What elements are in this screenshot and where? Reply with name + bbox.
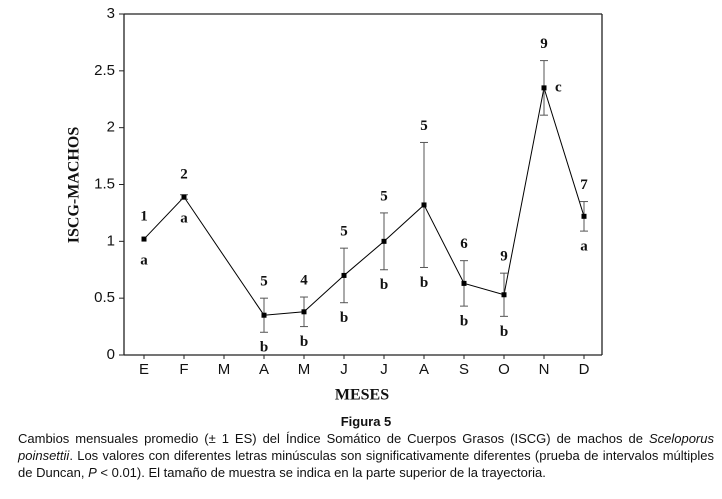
caption: Figura 5 Cambios mensuales promedio (± 1…: [18, 413, 714, 481]
data-point: [141, 236, 147, 242]
caption-text: Cambios mensuales promedio (± 1 ES) del …: [18, 431, 649, 446]
sample-size: 1: [140, 208, 148, 224]
sample-size: 9: [540, 36, 548, 52]
x-tick-label: E: [139, 361, 149, 378]
x-tick-label: N: [539, 361, 550, 378]
data-point: [581, 213, 587, 219]
significance-letter: b: [300, 334, 308, 350]
y-tick-label: 0: [107, 346, 115, 363]
x-tick-label: J: [340, 361, 348, 378]
data-point: [261, 312, 267, 318]
caption-title: Figura 5: [340, 414, 392, 429]
data-point: [421, 202, 427, 208]
significance-letter: b: [500, 324, 508, 340]
x-tick-label: J: [380, 361, 388, 378]
y-tick-label: 1.5: [94, 175, 115, 192]
data-point: [501, 292, 507, 298]
x-tick-label: F: [179, 361, 188, 378]
significance-letter: a: [580, 239, 588, 255]
significance-letter: b: [340, 310, 348, 326]
significance-letter: b: [380, 277, 388, 293]
data-line: [143, 87, 585, 316]
y-tick-label: 0.5: [94, 289, 115, 306]
data-point: [381, 238, 387, 244]
caption-text: < 0.01). El tamaño de muestra se indica …: [96, 465, 546, 480]
caption-text: Sceloporus poinsettii: [18, 431, 714, 463]
x-tick-label: A: [259, 361, 269, 378]
x-tick-label: M: [298, 361, 311, 378]
x-tick-label: D: [579, 361, 590, 378]
y-tick-label: 1: [107, 232, 115, 249]
data-point: [461, 280, 467, 286]
y-tick-label: 2: [107, 119, 115, 136]
significance-letter: c: [555, 79, 562, 95]
sample-size: 5: [260, 274, 268, 290]
sample-size: 5: [380, 188, 388, 204]
sample-size: 6: [460, 236, 468, 252]
x-tick-label: M: [218, 361, 231, 378]
caption-text: . Los valores con diferentes letras minú…: [18, 448, 714, 480]
chart: MESES ISCG-MACHOS 0 0.5 1 1.5 2 2.5 3 E F M A M J J A S…: [66, 5, 603, 404]
x-tick-label: S: [459, 361, 469, 378]
y-tick-label: 3: [107, 5, 115, 22]
x-tick-label: A: [419, 361, 429, 378]
sample-size: 5: [420, 118, 428, 134]
caption-body: Cambios mensuales promedio (± 1 ES) del …: [18, 430, 714, 481]
significance-letter: b: [260, 340, 268, 356]
data-point: [341, 272, 347, 278]
caption-text: P: [88, 465, 97, 480]
data-point: [181, 194, 187, 200]
y-tick-label: 2.5: [94, 62, 115, 79]
sample-size: 5: [340, 224, 348, 240]
sample-size: 7: [580, 177, 588, 193]
sample-size: 9: [500, 249, 508, 265]
x-axis-label: MESES: [335, 387, 389, 404]
sample-size: 4: [300, 272, 308, 288]
data-point: [301, 309, 307, 315]
sample-size: 2: [180, 166, 188, 182]
significance-letter: a: [140, 252, 148, 268]
x-tick-label: O: [498, 361, 510, 378]
y-axis-label: ISCG-MACHOS: [66, 127, 83, 244]
data-point: [541, 85, 547, 91]
significance-letter: b: [420, 275, 428, 291]
significance-letter: a: [180, 210, 188, 226]
significance-letter: b: [460, 314, 468, 330]
